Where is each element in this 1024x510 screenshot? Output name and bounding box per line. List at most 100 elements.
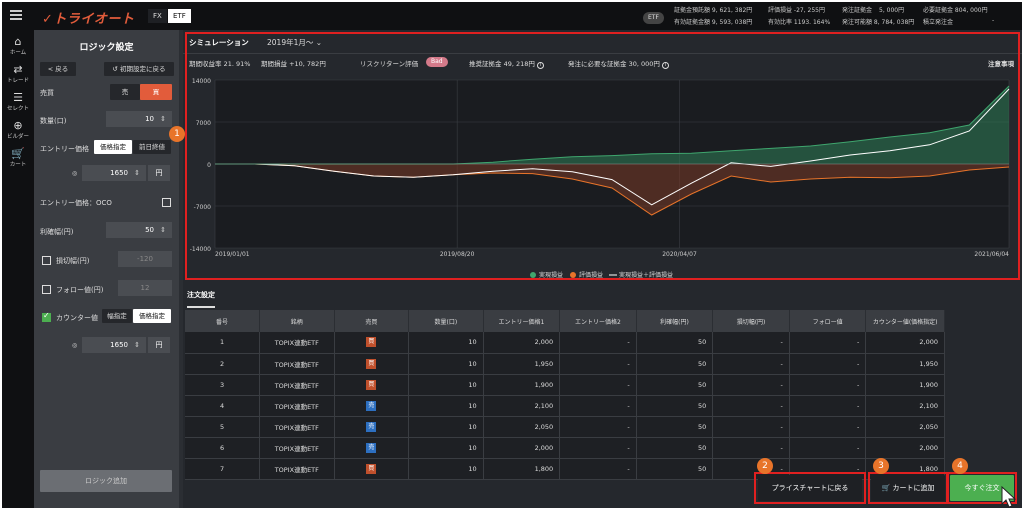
simulation-stats: 期間収益率 21. 91% 期間損益 +10, 782円 リスクリターン評価 B… [183, 56, 1022, 70]
account-summary-1c: 発注証拠金 [842, 7, 873, 14]
table-row[interactable]: 1 TOPIX連動ETF 買 10 2,000-50- -2,000 [185, 332, 945, 354]
period-dropdown[interactable]: 2019年1月～ ⌄ [267, 38, 323, 47]
profit-width-stepper[interactable]: 50 ⇕ [106, 222, 172, 238]
segment-etf[interactable]: ETF [168, 9, 191, 23]
entry-price-specified-tab[interactable]: 価格指定 [94, 140, 132, 154]
table-row[interactable]: 3 TOPIX連動ETF 買 10 1,900-50- -1,900 [185, 374, 945, 396]
counter-width-tab[interactable]: 幅指定 [102, 309, 132, 323]
cell-qty: 10 [408, 458, 484, 480]
app-logo[interactable]: ✓トライオート [42, 12, 135, 27]
account-summary-2c: 発注可能額 8, 784, 038円 [842, 19, 915, 26]
cell-stop: - [712, 395, 790, 417]
column-header: 番号 [185, 310, 261, 332]
stop-loss-input[interactable]: -120 [118, 251, 172, 267]
cell-follow: - [789, 353, 867, 375]
stepper-icon[interactable]: ⇕ [160, 115, 166, 123]
stepper-icon[interactable]: ⇕ [134, 169, 140, 177]
cell-qty: 10 [408, 395, 484, 417]
account-summary-2b: 有効比率 1193. 164% [768, 19, 831, 26]
column-header: 銘柄 [259, 310, 335, 332]
info-icon[interactable]: i [661, 62, 669, 69]
callout-1: 1 [169, 126, 185, 142]
follow-checkbox[interactable] [42, 285, 51, 294]
logic-settings-panel: ロジック設定 < 戻る ↺ 初期設定に戻る 売買 売 買 数量(口) 10 ⇕ エ… [34, 30, 179, 508]
hamburger-menu-icon[interactable] [10, 10, 22, 20]
side-sell-button[interactable]: 売 [110, 84, 140, 100]
cell-e2: - [559, 416, 637, 438]
x-tick-label: 2021/06/04 [974, 251, 1009, 258]
entry-price-input[interactable]: 1650 ⇕ [82, 165, 146, 181]
back-to-price-chart-button[interactable]: プライスチャートに戻る [758, 475, 862, 501]
segment-fx[interactable]: FX [148, 9, 167, 23]
counter-price-input[interactable]: 1650 ⇕ [82, 337, 146, 353]
main-panel: シミュレーション 2019年1月～ ⌄ 期間収益率 21. 91% 期間損益 +… [183, 30, 1022, 508]
period-pnl: 期間損益 +10, 782円 [261, 60, 326, 68]
side-badge: 売 [366, 421, 377, 432]
trade-icon: ⇄ [13, 63, 23, 76]
tab-order-settings[interactable]: 注文設定 [187, 290, 215, 308]
add-logic-button[interactable]: ロジック追加 [40, 470, 172, 492]
tab-simulation[interactable]: シミュレーション [189, 38, 249, 47]
side-badge: 買 [366, 379, 377, 390]
table-row[interactable]: 6 TOPIX連動ETF 売 10 2,000-50- -2,000 [185, 437, 945, 459]
stepper-icon[interactable]: ⇕ [160, 226, 166, 234]
side-badge: 買 [366, 337, 377, 348]
cell-e2: - [559, 458, 637, 480]
cell-name: TOPIX連動ETF [259, 458, 335, 480]
cell-follow: - [789, 395, 867, 417]
info-icon[interactable]: i [536, 62, 544, 69]
qty-stepper[interactable]: 10 ⇕ [106, 111, 172, 127]
cell-profit: 50 [636, 374, 714, 396]
cell-profit: 50 [636, 353, 714, 375]
nav-cart[interactable]: 🛒 カート [2, 147, 34, 169]
side-buy-button[interactable]: 買 [140, 84, 172, 100]
etf-pill: ETF [643, 12, 664, 24]
back-button[interactable]: < 戻る [40, 62, 76, 76]
cell-no: 2 [185, 353, 261, 375]
table-row[interactable]: 7 TOPIX連動ETF 買 10 1,800-50- -1,800 [185, 458, 945, 480]
nav-select[interactable]: ☰ セレクト [2, 92, 34, 113]
table-row[interactable]: 2 TOPIX連動ETF 買 10 1,950-50- -1,950 [185, 353, 945, 375]
entry-unit: 円 [148, 165, 170, 181]
y-tick-label: 0 [207, 162, 211, 169]
legend-marker [570, 272, 576, 278]
side-nav: ⌂ ホーム ⇄ トレード ☰ セレクト ⊕ ビルダー 🛒 カート [2, 30, 34, 508]
cell-profit: 50 [636, 332, 714, 354]
nav-home[interactable]: ⌂ ホーム [2, 36, 34, 57]
nav-builder[interactable]: ⊕ ビルダー [2, 120, 34, 141]
counter-price-tab[interactable]: 価格指定 [133, 309, 171, 323]
required-margin: 発注に必要な証拠金 30, 000円 i [568, 58, 669, 69]
cell-qty: 10 [408, 437, 484, 459]
add-to-cart-button[interactable]: 🛒 カートに追加 [871, 475, 945, 501]
table-row[interactable]: 5 TOPIX連動ETF 売 10 2,050-50- -2,050 [185, 416, 945, 438]
callout-3: 3 [873, 458, 889, 474]
entry-prev-close-tab[interactable]: 前日終値 [133, 140, 171, 154]
stepper-icon[interactable]: ⇕ [134, 341, 140, 349]
cell-stop: - [712, 437, 790, 459]
counter-checkbox[interactable] [42, 311, 51, 322]
oco-checkbox[interactable] [162, 198, 171, 207]
cell-counter: 1,900 [865, 374, 945, 396]
cell-stop: - [712, 416, 790, 438]
y-tick-label: -14000 [190, 246, 211, 253]
follow-input[interactable]: 12 [118, 280, 172, 296]
return-rate: 期間収益率 21. 91% [189, 60, 251, 68]
x-tick-label: 2019/08/20 [440, 251, 475, 258]
reset-defaults-button[interactable]: ↺ 初期設定に戻る [104, 62, 174, 76]
series-realized-area [215, 86, 1009, 164]
cell-no: 3 [185, 374, 261, 396]
entry-price-label: エントリー価格 [40, 145, 89, 153]
column-header: フォロー値 [789, 310, 867, 332]
cell-e1: 2,050 [483, 416, 561, 438]
cell-qty: 10 [408, 332, 484, 354]
table-row[interactable]: 4 TOPIX連動ETF 売 10 2,100-50- -2,100 [185, 395, 945, 417]
cell-e1: 1,900 [483, 374, 561, 396]
cart-icon: 🛒 [11, 147, 25, 160]
order-settings-section: 注文設定 番号 銘柄 売買 数量(口) エントリー価格1 エントリー価格2 利確幅(円) 損切… [183, 286, 1022, 508]
notes-link[interactable]: 注意事項 [988, 60, 1014, 68]
legend-label: 実現損益 [539, 271, 563, 279]
column-header: 数量(口) [408, 310, 484, 332]
nav-trade[interactable]: ⇄ トレード [2, 63, 34, 85]
stop-loss-checkbox[interactable] [42, 256, 51, 265]
